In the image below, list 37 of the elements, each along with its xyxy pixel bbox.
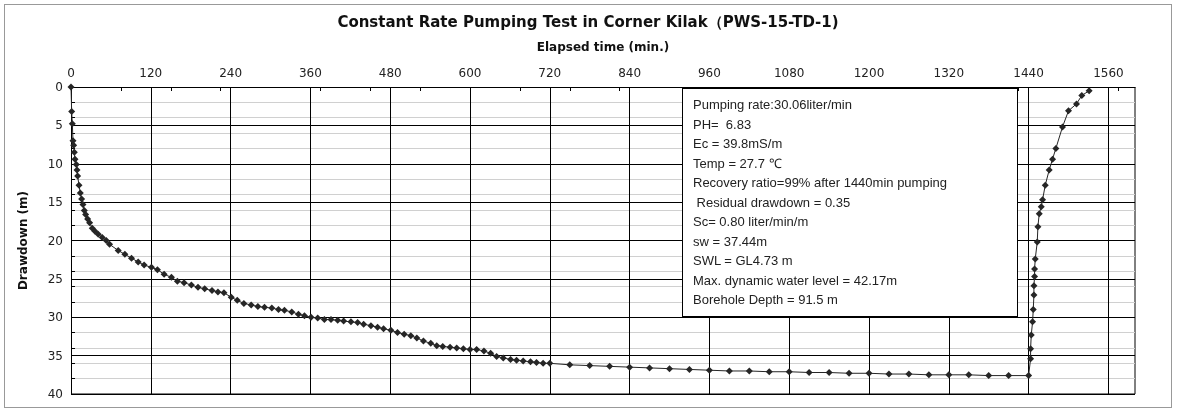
x-tick-label: 1080 — [773, 66, 805, 80]
x-tick-label: 1560 — [1093, 66, 1124, 80]
annotation: Pumping rate:30.06liter/min — [693, 96, 853, 114]
chart-title: Constant Rate Pumping Test in Corner Kilak（PWS-15-TD-1) — [337, 12, 839, 31]
y-axis-title: Drawdown (m) — [16, 190, 30, 291]
x-tick-label: 0 — [67, 66, 75, 80]
y-tick-label: 25 — [47, 271, 63, 286]
annotation: PH= 6.83 — [693, 115, 753, 134]
x-tick-label: 1200 — [853, 66, 885, 80]
annotation: Max. dynamic water level = 42.17m — [693, 271, 899, 290]
x-tick-label: 360 — [298, 66, 322, 80]
annotation: Ec = 39.8mS/m — [693, 135, 784, 153]
x-tick-label: 240 — [219, 66, 243, 80]
x-tick-label: 480 — [378, 66, 402, 80]
x-tick-label: 1440 — [1013, 66, 1044, 80]
y-tick-label: 20 — [47, 233, 63, 248]
annotation: Sc= 0.80 liter/min/m — [693, 213, 810, 231]
annotation: sw = 37.44m — [693, 232, 769, 251]
x-tick-label: 960 — [697, 66, 721, 80]
annotation: SWL = GL4.73 m — [693, 252, 794, 270]
x-tick-label: 1320 — [933, 66, 965, 80]
x-tick-label: 720 — [538, 66, 562, 80]
x-axis-title: Elapsed time (min.) — [536, 40, 670, 54]
annotation: Borehole Depth = 91.5 m — [693, 291, 839, 309]
y-tick-label: 0 — [55, 80, 63, 94]
annotation: Temp = 27.7 ℃ — [693, 154, 783, 173]
x-tick-label: 120 — [139, 66, 163, 80]
x-tick-label: 600 — [458, 66, 482, 80]
y-tick-label: 10 — [47, 156, 63, 171]
y-tick-label: 30 — [47, 310, 63, 325]
annotation: Recovery ratio=99% after 1440min pumping — [693, 174, 948, 192]
y-tick-label: 35 — [47, 348, 63, 363]
y-tick-label: 40 — [47, 387, 63, 401]
y-tick-label: 15 — [47, 195, 63, 210]
x-tick-label: 840 — [618, 66, 642, 80]
annotation: Residual drawdown = 0.35 — [695, 193, 852, 212]
y-tick-label: 5 — [55, 118, 63, 133]
